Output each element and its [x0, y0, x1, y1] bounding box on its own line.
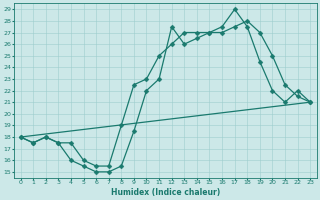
X-axis label: Humidex (Indice chaleur): Humidex (Indice chaleur) — [111, 188, 220, 197]
